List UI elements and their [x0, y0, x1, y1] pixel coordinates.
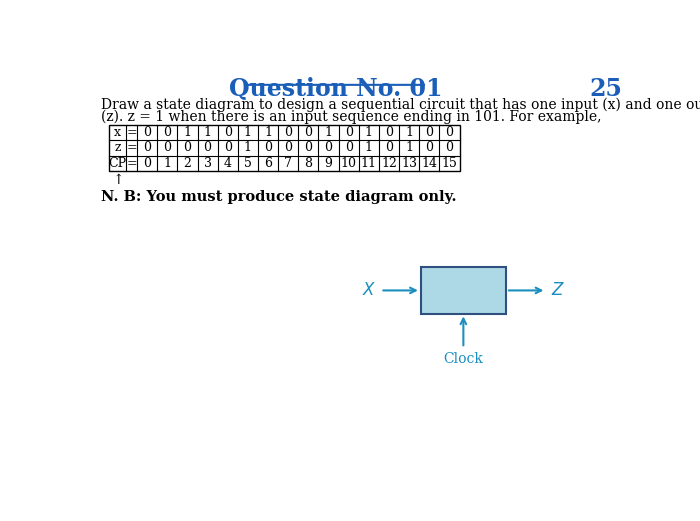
Text: 1: 1 [264, 126, 272, 139]
Text: 0: 0 [204, 142, 211, 155]
Text: 13: 13 [401, 157, 417, 170]
Text: 0: 0 [445, 126, 454, 139]
Bar [109, 125, 459, 171]
Text: 0: 0 [144, 157, 151, 170]
Text: 12: 12 [381, 157, 397, 170]
Text: 0: 0 [385, 142, 393, 155]
Text: 11: 11 [360, 157, 377, 170]
Text: Draw a state diagram to design a sequential circuit that has one input (x) and o: Draw a state diagram to design a sequent… [102, 98, 700, 113]
Text: 7: 7 [284, 157, 292, 170]
Text: 0: 0 [284, 142, 292, 155]
Text: 0: 0 [224, 126, 232, 139]
Text: 0: 0 [344, 126, 353, 139]
Text: 1: 1 [204, 126, 211, 139]
Text: 0: 0 [304, 142, 312, 155]
Text: 0: 0 [264, 142, 272, 155]
Text: 0: 0 [426, 142, 433, 155]
Text: =: = [127, 142, 137, 155]
Text: 0: 0 [344, 142, 353, 155]
Text: 0: 0 [144, 142, 151, 155]
Text: 9: 9 [325, 157, 332, 170]
Text: x: x [114, 126, 121, 139]
Text: 0: 0 [163, 126, 172, 139]
Text: =: = [127, 157, 137, 170]
Text: 0: 0 [385, 126, 393, 139]
Text: 1: 1 [365, 142, 373, 155]
Text: 1: 1 [163, 157, 172, 170]
Text: 15: 15 [442, 157, 457, 170]
Text: 14: 14 [421, 157, 438, 170]
Text: N. B: You must produce state diagram only.: N. B: You must produce state diagram onl… [102, 190, 457, 204]
Text: Question No. 01: Question No. 01 [229, 77, 442, 101]
Text: Clock: Clock [443, 352, 483, 366]
Text: 0: 0 [304, 126, 312, 139]
Text: 1: 1 [405, 142, 413, 155]
Text: 0: 0 [183, 142, 192, 155]
Text: 3: 3 [204, 157, 211, 170]
Text: 1: 1 [244, 126, 252, 139]
Text: 2: 2 [183, 157, 191, 170]
Text: CP: CP [108, 157, 127, 170]
Text: Z: Z [551, 281, 562, 300]
Text: 1: 1 [325, 126, 332, 139]
Text: ↑: ↑ [112, 172, 123, 187]
Text: 10: 10 [341, 157, 357, 170]
Text: 1: 1 [183, 126, 192, 139]
Text: 0: 0 [325, 142, 332, 155]
Bar [421, 267, 506, 314]
Text: 0: 0 [284, 126, 292, 139]
Text: =: = [127, 126, 137, 139]
Text: 1: 1 [405, 126, 413, 139]
Text: 5: 5 [244, 157, 252, 170]
Text: z: z [115, 142, 121, 155]
Text: X: X [363, 281, 375, 300]
Text: 0: 0 [144, 126, 151, 139]
Text: 0: 0 [163, 142, 172, 155]
Text: 6: 6 [264, 157, 272, 170]
Text: (z). z = 1 when there is an input sequence ending in 101. For example,: (z). z = 1 when there is an input sequen… [102, 109, 602, 124]
Text: 0: 0 [224, 142, 232, 155]
Text: 0: 0 [426, 126, 433, 139]
Text: 1: 1 [365, 126, 373, 139]
Text: 4: 4 [224, 157, 232, 170]
Text: 1: 1 [244, 142, 252, 155]
Text: 8: 8 [304, 157, 312, 170]
Text: 0: 0 [445, 142, 454, 155]
Text: 25: 25 [589, 77, 622, 101]
